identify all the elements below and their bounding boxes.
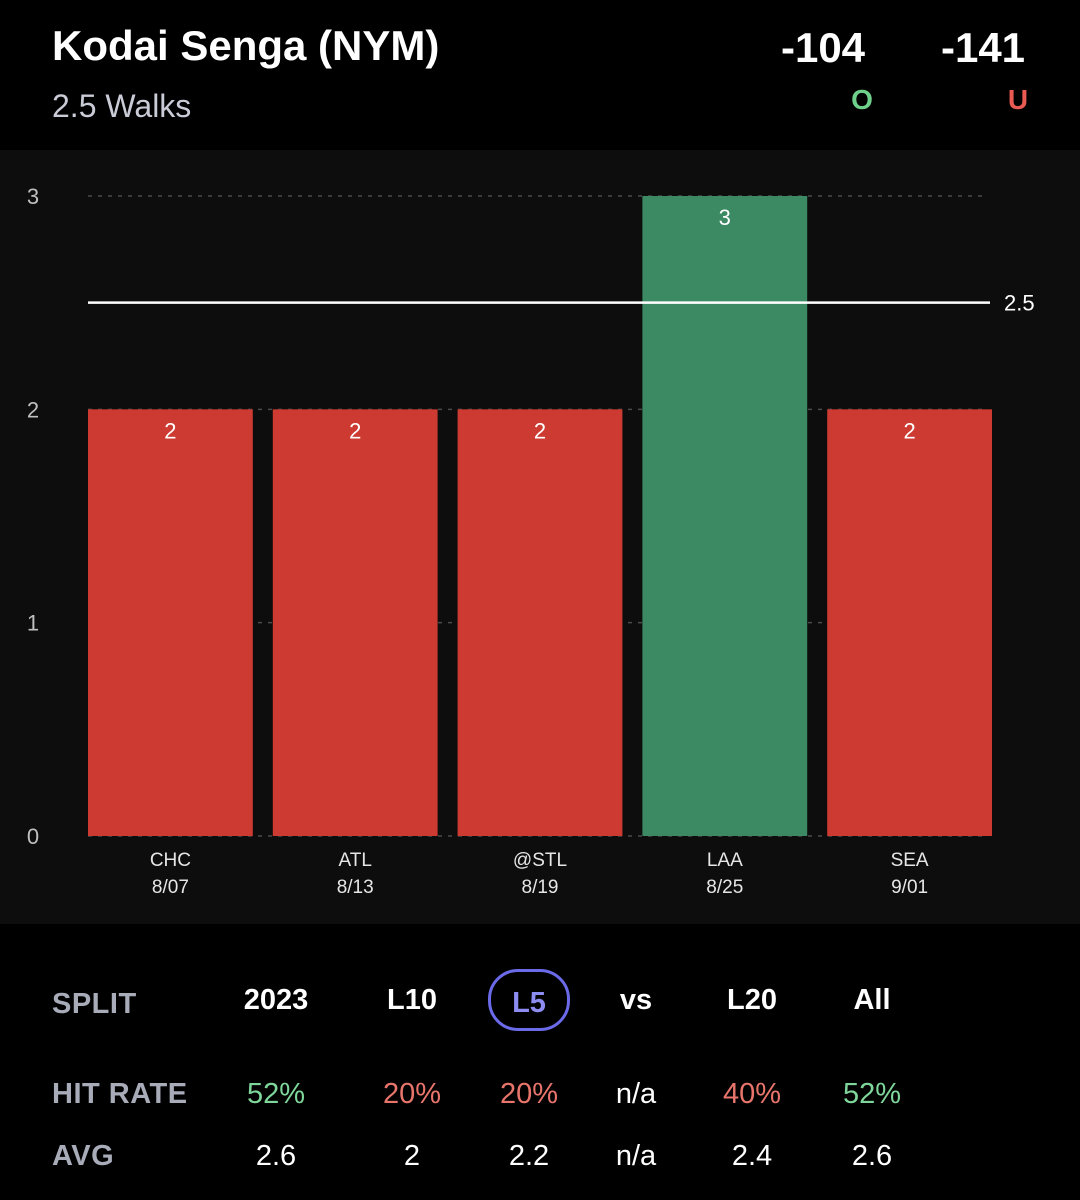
bar-value-label: 3 xyxy=(719,205,731,230)
x-tick-label: LAA xyxy=(707,850,743,871)
hit-rate-value: 20% xyxy=(382,1078,442,1110)
x-tick-label: SEA xyxy=(891,850,929,871)
hit-rate-value: n/a xyxy=(615,1078,657,1110)
bar-laa xyxy=(642,196,808,836)
bar-value-label: 2 xyxy=(349,418,361,443)
hit-rate-value: 20% xyxy=(499,1078,559,1110)
over-odds-button[interactable]: -104 xyxy=(780,24,866,71)
split-row-label: SPLIT xyxy=(52,988,137,1020)
under-odds-button[interactable]: -141 xyxy=(940,24,1026,71)
bar-atl xyxy=(272,409,438,836)
split-tab-l10[interactable]: L10 xyxy=(387,984,437,1016)
x-tick-date: 8/07 xyxy=(152,877,189,898)
bar-value-label: 2 xyxy=(903,418,915,443)
hit-rate-row-label: HIT RATE xyxy=(52,1078,188,1110)
bar-value-label: 2 xyxy=(164,418,176,443)
hit-rate-value: 52% xyxy=(246,1078,306,1110)
y-tick-label: 0 xyxy=(27,824,39,849)
bar-chart-svg: 0 1 2 3 2 CHC 8/07 2 ATL 8/13 2 @STL 8/19 3 LAA 8/25 2 SE… xyxy=(27,184,1035,898)
x-tick-label: CHC xyxy=(150,850,191,871)
player-name: Kodai Senga (NYM) xyxy=(52,22,440,69)
prop-line: 2.5 Walks xyxy=(52,88,192,124)
split-tab-all[interactable]: All xyxy=(853,984,891,1016)
bar-at-stl xyxy=(457,409,623,836)
avg-value: n/a xyxy=(615,1140,657,1172)
avg-value: 2 xyxy=(403,1140,421,1172)
bar-chc xyxy=(88,409,253,836)
prop-threshold-label: 2.5 xyxy=(1004,291,1035,316)
split-tab-l20[interactable]: L20 xyxy=(727,984,777,1016)
over-label: O xyxy=(851,84,873,115)
game-log-chart: 0 1 2 3 2 CHC 8/07 2 ATL 8/13 2 @STL 8/19 3 LAA 8/25 2 SE… xyxy=(0,150,1080,924)
avg-row-label: AVG xyxy=(52,1140,115,1172)
x-tick-date: 8/13 xyxy=(337,877,374,898)
x-tick-date: 8/25 xyxy=(706,877,743,898)
x-tick-date: 8/19 xyxy=(522,877,559,898)
split-tab-vs[interactable]: vs xyxy=(619,984,653,1016)
avg-value: 2.6 xyxy=(255,1140,297,1172)
avg-value: 2.4 xyxy=(731,1140,773,1172)
under-label: U xyxy=(1007,84,1029,115)
y-tick-label: 3 xyxy=(27,184,39,209)
x-tick-date: 9/01 xyxy=(891,877,928,898)
hit-rate-value: 40% xyxy=(722,1078,782,1110)
avg-value: 2.2 xyxy=(508,1140,550,1172)
split-tab-l5[interactable]: L5 xyxy=(488,969,570,1031)
prop-header: Kodai Senga (NYM) 2.5 Walks -104 -141 O … xyxy=(0,0,1080,150)
y-tick-label: 2 xyxy=(27,397,39,422)
x-tick-label: @STL xyxy=(513,850,567,871)
split-tab-2023[interactable]: 2023 xyxy=(243,984,309,1016)
y-tick-label: 1 xyxy=(27,611,39,636)
x-tick-label: ATL xyxy=(338,850,371,871)
bar-value-label: 2 xyxy=(534,418,546,443)
avg-value: 2.6 xyxy=(851,1140,893,1172)
hit-rate-value: 52% xyxy=(842,1078,902,1110)
splits-table: SPLIT HIT RATE AVG 2023 52% 2.6 L10 20% 2 L5 20… xyxy=(0,924,1080,1200)
bar-sea xyxy=(827,409,992,836)
